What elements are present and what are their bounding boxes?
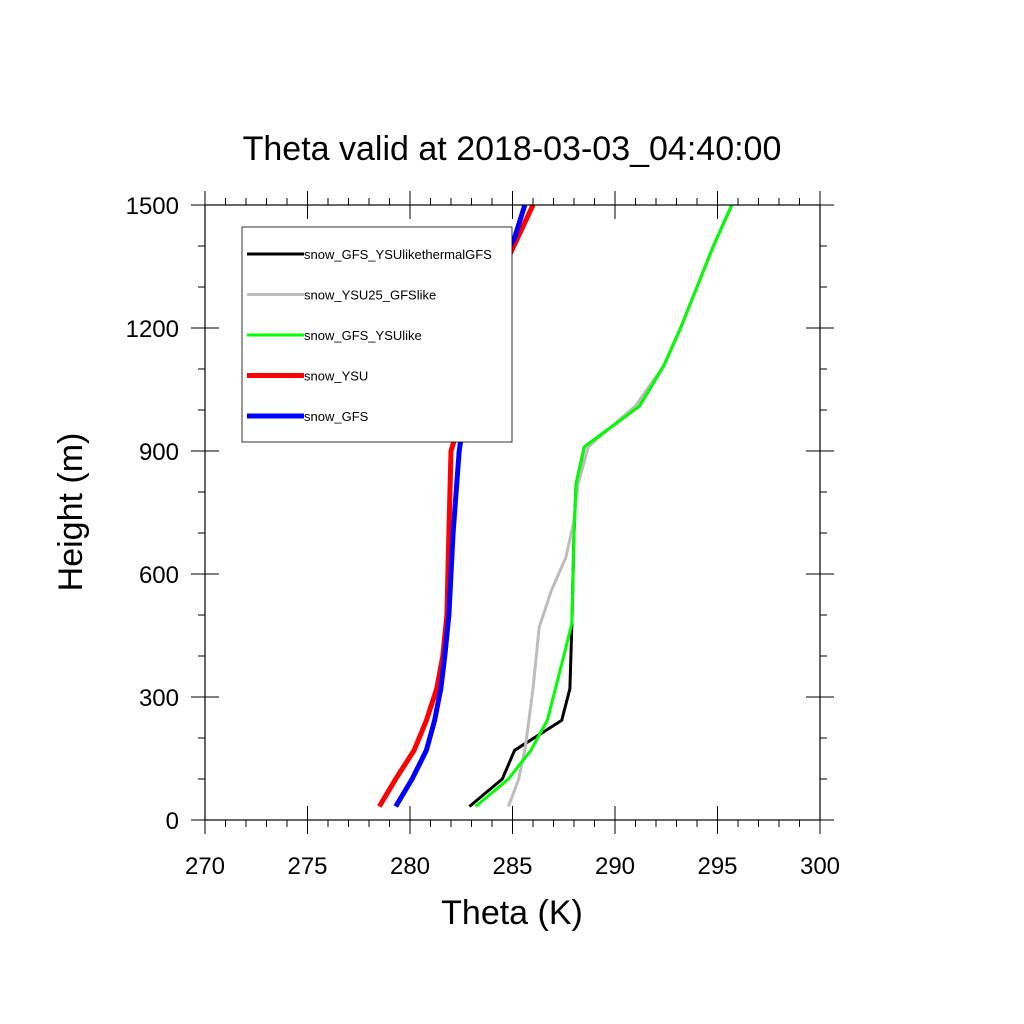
y-tick-label: 0 [166,808,179,835]
tick-labels: 270 275 280 285 290 295 300 0 300 600 900 1200 1500 [126,193,840,880]
x-tick-label: 295 [697,853,737,880]
y-tick-label: 600 [139,562,179,589]
x-tick-label: 300 [800,853,840,880]
legend: snow_GFS_YSUlikethermalGFS snow_YSU25_GFS… [241,226,513,443]
plot-frame [204,204,821,821]
y-tick-label: 300 [139,685,179,712]
x-tick-label: 290 [595,853,635,880]
y-tick-label: 1500 [126,193,179,220]
y-axis-title: Height (m) [52,433,90,592]
x-tick-label: 280 [390,853,430,880]
legend-label: snow_GFS_YSUlikethermalGFS [304,247,492,262]
x-tick-label: 285 [492,853,532,880]
legend-label: snow_YSU25_GFSlike [304,288,436,303]
x-tick-label: 275 [287,853,327,880]
y-tick-label: 1200 [126,316,179,343]
series-line-snow_GFS_YSUlike [474,204,734,808]
legend-label: snow_YSU [304,369,368,384]
x-tick-label: 270 [185,853,225,880]
legend-label: snow_GFS_YSUlike [304,328,422,343]
y-tick-label: 900 [139,439,179,466]
legend-label: snow_GFS [304,409,369,424]
x-axis-title: Theta (K) [441,894,583,932]
chart-title: Theta valid at 2018-03-03_04:40:00 [243,130,782,168]
